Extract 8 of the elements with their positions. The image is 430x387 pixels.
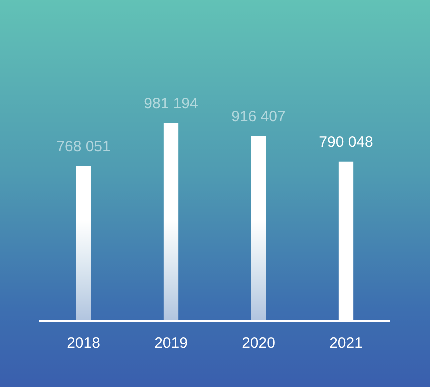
data-label: 768 051 bbox=[56, 138, 111, 156]
x-tick-label: 2018 bbox=[67, 335, 100, 352]
data-label: 916 407 bbox=[232, 108, 286, 126]
data-label: 981 194 bbox=[144, 95, 198, 112]
x-tick-label: 2019 bbox=[154, 335, 188, 352]
data-label: 790 048 bbox=[319, 134, 374, 151]
x-tick-label: 2021 bbox=[330, 335, 363, 352]
x-tick-label: 2020 bbox=[242, 335, 276, 352]
